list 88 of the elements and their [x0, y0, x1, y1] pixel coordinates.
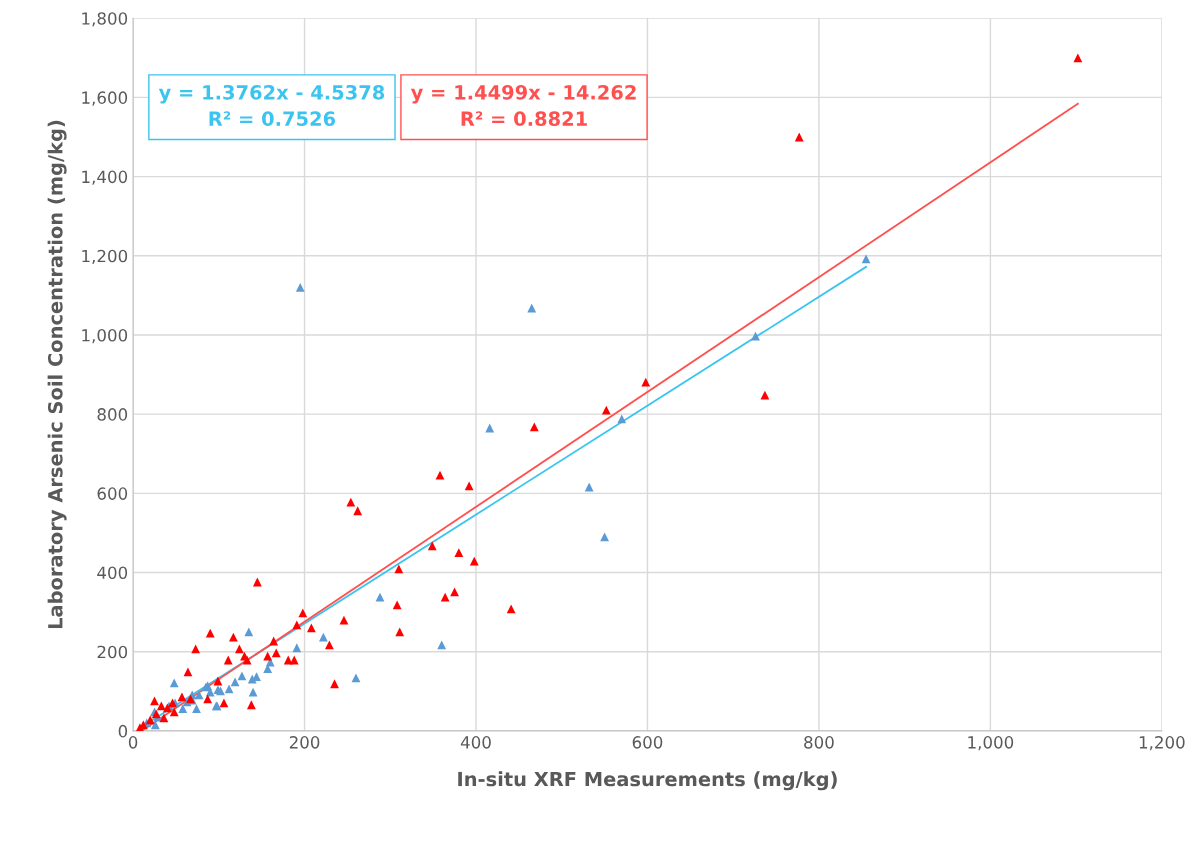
point: [584, 482, 594, 492]
y-tick-label: 800: [97, 408, 128, 421]
x-tick-label: 800: [804, 736, 834, 749]
point: [469, 556, 479, 566]
point: [325, 640, 334, 650]
annotation: y = 1.3762x - 4.5378 R² = 0.7526: [158, 84, 385, 127]
point: [346, 497, 356, 507]
point: [219, 698, 229, 708]
point: [427, 541, 437, 551]
point: [159, 713, 169, 723]
point: [263, 651, 273, 661]
point: [351, 673, 361, 683]
point: [454, 548, 464, 558]
point: [177, 692, 187, 702]
point: [150, 720, 160, 730]
point: [440, 592, 450, 602]
y-tick-label: 1,800: [82, 12, 128, 27]
y-axis-title: Laboratory Arsenic Soil Concentration (mg/kg): [47, 120, 67, 629]
y-tick-label: 1,600: [82, 91, 128, 106]
x-tick-label: 600: [632, 736, 663, 749]
point: [295, 283, 305, 292]
point: [230, 677, 240, 687]
x-tick-label: 1,200: [1139, 736, 1185, 751]
point: [183, 667, 193, 677]
point: [150, 696, 159, 706]
point: [617, 414, 627, 424]
point: [192, 704, 201, 714]
point: [330, 679, 339, 689]
x-tick-label: 200: [289, 736, 320, 749]
y-tick-label: 200: [97, 645, 128, 659]
point: [450, 587, 459, 597]
point: [246, 700, 256, 710]
point: [529, 422, 539, 432]
y-tick-label: 400: [97, 566, 128, 580]
point: [395, 627, 405, 637]
point: [1073, 53, 1083, 63]
point: [292, 620, 302, 630]
point: [289, 655, 299, 665]
point: [794, 132, 804, 142]
point: [237, 671, 247, 681]
point: [252, 577, 262, 587]
point: [527, 303, 537, 313]
y-tick-label: 600: [97, 487, 128, 500]
point: [194, 690, 204, 700]
point: [485, 423, 495, 433]
point: [203, 694, 213, 704]
point: [435, 470, 445, 480]
y-tick-label: 1,200: [82, 249, 128, 265]
point: [600, 532, 609, 542]
point: [224, 684, 234, 694]
point: [234, 644, 244, 654]
point: [228, 632, 238, 642]
point: [156, 701, 166, 711]
point: [318, 632, 328, 642]
point: [213, 676, 223, 686]
point: [601, 405, 611, 415]
point: [353, 506, 363, 516]
point: [306, 623, 316, 633]
point: [244, 627, 254, 637]
point: [205, 628, 215, 638]
x-axis-title: In-situ XRF Measurements (mg/kg): [458, 771, 837, 791]
y-tick-label: 1,400: [82, 170, 128, 185]
point: [247, 674, 257, 684]
x-tick-label: 400: [460, 736, 491, 749]
point: [394, 564, 404, 574]
y-tick-label: 0: [118, 724, 128, 738]
point: [269, 636, 279, 646]
x-tick-label: 0: [128, 736, 138, 749]
y-tick-label: 1,000: [82, 328, 128, 344]
point: [242, 655, 252, 665]
point: [223, 655, 233, 665]
point: [298, 608, 308, 618]
point: [271, 648, 281, 658]
point: [178, 704, 188, 714]
point: [292, 643, 302, 653]
point: [506, 604, 516, 614]
point: [464, 481, 474, 491]
point: [169, 678, 179, 688]
point: [861, 254, 871, 264]
point: [169, 707, 179, 717]
point: [751, 331, 760, 341]
annotation: y = 1.4499x - 14.262 R² = 0.8821: [410, 84, 636, 127]
point: [191, 644, 201, 654]
point: [437, 640, 447, 650]
point: [641, 377, 651, 387]
point: [392, 600, 402, 610]
x-tick-label: 1,000: [968, 736, 1014, 751]
point: [760, 390, 770, 400]
